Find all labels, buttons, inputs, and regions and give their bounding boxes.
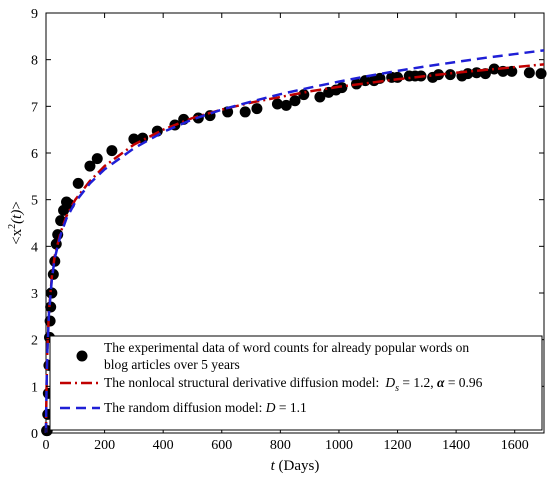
x-tick-label: 800 — [270, 438, 291, 453]
legend-param-d: D — [265, 400, 276, 415]
legend-symbols — [60, 350, 100, 410]
legend-label-random-text: The random diffusion model: — [104, 400, 266, 415]
data-point — [239, 106, 251, 118]
y-tick-label: 8 — [31, 54, 38, 69]
data-point — [535, 68, 547, 80]
legend-label-experimental-line2: blog articles over 5 years — [104, 357, 240, 372]
data-point — [46, 287, 58, 299]
y-tick-label: 0 — [31, 427, 38, 442]
x-tick-label: 600 — [211, 438, 232, 453]
legend-label-nonlocal-text: The nonlocal structural derivative diffu… — [104, 375, 379, 390]
y-axis-title-superscript: 2 — [7, 224, 18, 229]
data-point — [84, 160, 96, 172]
y-tick-label: 5 — [31, 194, 38, 209]
random-model-line — [44, 49, 545, 434]
x-tick-label: 200 — [94, 438, 115, 453]
legend-label-experimental: The experimental data of word counts for… — [104, 340, 469, 355]
data-point — [392, 71, 404, 83]
legend-param-alpha-value: = 0.96 — [444, 375, 482, 390]
data-point — [280, 99, 292, 111]
legend-param-alpha: α — [437, 375, 445, 390]
data-point — [251, 103, 263, 115]
y-tick-label: 2 — [31, 334, 38, 349]
x-tick-label: 400 — [153, 438, 174, 453]
plot-area: 0 200 400 600 800 1000 1200 1400 1600 0 1 2 3 4 5 6 7 8 9 — [31, 7, 547, 453]
y-axis-title-variable: (t) — [9, 210, 25, 224]
y-tick-label: 9 — [31, 7, 38, 22]
legend-param-ds: D — [384, 375, 395, 390]
y-tick-label: 7 — [31, 100, 38, 115]
data-point — [298, 89, 310, 101]
x-tick-label: 1600 — [501, 438, 529, 453]
data-point — [289, 95, 301, 107]
data-point — [106, 145, 118, 157]
y-tick-label: 6 — [31, 147, 38, 162]
legend-box — [49, 335, 543, 431]
x-tick-label: 1400 — [442, 438, 470, 453]
y-tick-label: 3 — [31, 287, 38, 302]
data-point — [336, 82, 348, 94]
data-point — [506, 65, 518, 77]
legend-label-nonlocal: The nonlocal structural derivative diffu… — [104, 375, 483, 394]
x-tick-label: 0 — [43, 438, 50, 453]
x-tick-label: 1200 — [384, 438, 412, 453]
data-point — [91, 153, 103, 165]
legend: The experimental data of word counts for… — [49, 335, 543, 431]
legend-param-ds-subscript: s — [395, 383, 399, 394]
data-point — [45, 301, 57, 313]
data-point — [523, 67, 535, 79]
x-axis-title-variable: t — [271, 458, 276, 474]
y-axis-title: <x2(t)> — [7, 201, 25, 245]
data-point — [128, 133, 140, 145]
data-point — [44, 315, 56, 327]
y-tick-label: 4 — [31, 240, 38, 255]
x-axis-title-unit: (Days) — [275, 458, 320, 474]
tick-layer: 0 200 400 600 800 1000 1200 1400 1600 0 1 2 3 4 5 6 7 8 9 — [31, 7, 544, 453]
legend-param-ds-value: = 1.2, — [399, 375, 437, 390]
data-layer — [41, 49, 547, 437]
y-axis-title-close: > — [9, 201, 25, 209]
data-point — [72, 177, 84, 189]
legend-param-d-value: = 1.1 — [275, 400, 306, 415]
plot-frame — [45, 12, 545, 434]
data-point — [488, 63, 500, 75]
x-axis-title: t (Days) — [271, 458, 320, 474]
x-tick-label: 1000 — [325, 438, 353, 453]
y-axis-title-open: <x — [9, 228, 25, 244]
legend-marker-experimental — [76, 350, 88, 362]
data-point — [222, 106, 234, 118]
data-point — [444, 69, 456, 81]
data-point — [314, 91, 326, 103]
legend-label-random: The random diffusion model: D = 1.1 — [104, 400, 307, 415]
data-point — [271, 98, 283, 110]
y-tick-label: 1 — [31, 380, 38, 395]
